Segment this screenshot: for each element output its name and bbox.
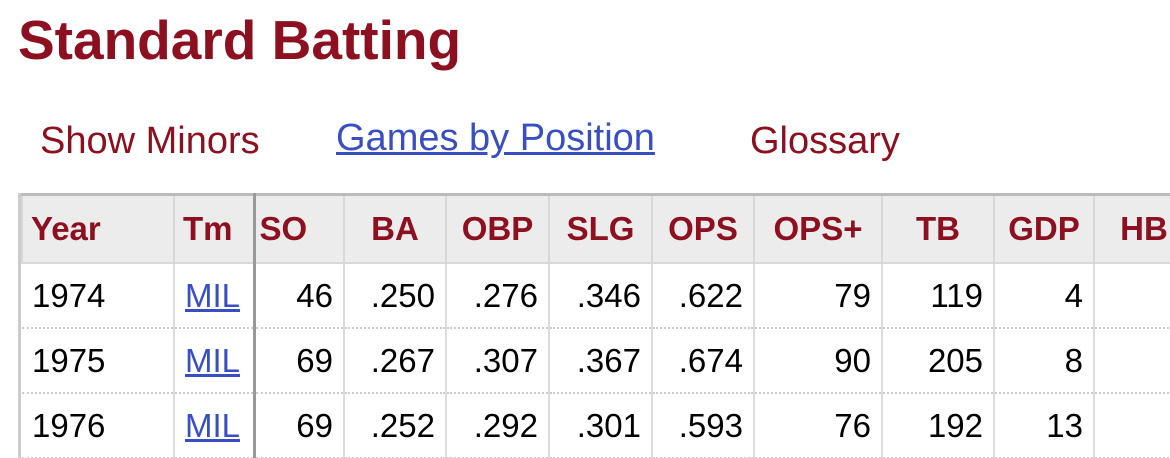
table-body: 1974 MIL 46.250.276.346.622 79 119 4 1975 MIL 69… [22, 263, 1170, 458]
table-cell: 205 [882, 328, 995, 394]
table-cell: .250 [344, 263, 447, 329]
table-cell: .276 [446, 263, 550, 329]
table-cell: .346 [549, 263, 653, 329]
column-header[interactable]: SO [253, 193, 345, 264]
column-header[interactable]: SLG [548, 193, 653, 264]
table-cell: 69 [254, 393, 345, 458]
table-cell: .307 [446, 328, 550, 394]
table-cell: 4 [994, 263, 1095, 329]
table-cell: MIL [174, 263, 256, 329]
table-row: 1974 MIL 46.250.276.346.622 79 119 4 [22, 263, 1170, 329]
nav-link[interactable]: Glossary [750, 120, 900, 162]
nav-link[interactable]: Games by Position [336, 117, 655, 159]
table-cell [1094, 263, 1170, 329]
column-header[interactable]: OBP [445, 193, 550, 264]
table-cell [1094, 393, 1170, 458]
column-header[interactable]: TB [881, 193, 995, 264]
team-link[interactable]: MIL [185, 341, 241, 379]
column-header[interactable]: OPS+ [753, 193, 883, 264]
table-cell: .301 [549, 393, 653, 458]
table-cell: 8 [994, 328, 1095, 394]
column-header[interactable]: BA [343, 193, 447, 264]
table-cell: .593 [652, 393, 755, 458]
team-link[interactable]: MIL [185, 276, 241, 314]
stats-table: Year Tm SO BA OBP SLG OPS OPS+ TB GDP HB 1974 MIL 46… [21, 193, 1170, 458]
table-cell: MIL [174, 393, 256, 458]
table-wrap: Year Tm SO BA OBP SLG OPS OPS+ TB GDP HB 1974 MIL 46… [18, 193, 1170, 458]
table-cell: 46 [254, 263, 345, 329]
table-cell: .622 [652, 263, 755, 329]
table-cell: 79 [754, 263, 883, 329]
header-row: Year Tm SO BA OBP SLG OPS OPS+ TB GDP HB [21, 193, 1170, 264]
column-header[interactable]: Tm [173, 193, 256, 264]
table-cell: 69 [254, 328, 345, 394]
table-cell [1094, 328, 1170, 394]
team-link[interactable]: MIL [185, 406, 241, 444]
table-cell: 1976 [22, 393, 175, 458]
table-cell: 13 [994, 393, 1095, 458]
title: Standard Batting [18, 9, 462, 71]
table-cell: .252 [344, 393, 447, 458]
table-row: 1976 MIL 69.252.292.301.593 76 192 13 [22, 393, 1170, 458]
column-header[interactable]: OPS [651, 193, 755, 264]
table-cell: .292 [446, 393, 550, 458]
nav-link[interactable]: Show Minors [40, 120, 260, 162]
table-row: 1975 MIL 69.267.307.367.674 90 205 8 [22, 328, 1170, 394]
column-header[interactable]: Year [21, 193, 175, 264]
table-cell: 90 [754, 328, 883, 394]
table-cell: 76 [754, 393, 883, 458]
table-cell: 119 [882, 263, 995, 329]
table-cell: 1974 [22, 263, 175, 329]
table-cell: 1975 [22, 328, 175, 394]
column-header[interactable]: GDP [993, 193, 1095, 264]
table-cell: 192 [882, 393, 995, 458]
table-cell: .674 [652, 328, 755, 394]
table-cell: .267 [344, 328, 447, 394]
column-header[interactable]: HB [1093, 193, 1170, 264]
table-cell: MIL [174, 328, 256, 394]
table-cell: .367 [549, 328, 653, 394]
